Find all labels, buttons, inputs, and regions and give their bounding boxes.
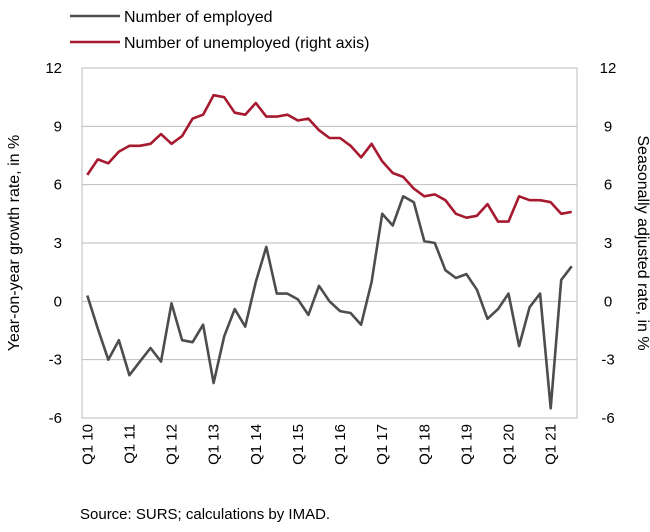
y-left-tick-label: 9: [54, 118, 62, 135]
legend: Number of employed Number of unemployed (…: [70, 9, 369, 52]
x-tick-label: Q1 14: [248, 424, 265, 465]
x-tick-label: Q1 18: [416, 424, 433, 465]
x-tick-label: Q1 17: [374, 424, 391, 465]
y-right-tick-label: -3: [601, 352, 614, 369]
y-left-tick-label: -3: [49, 352, 62, 369]
y-left-tick-label: 3: [54, 235, 62, 252]
gridlines: [81, 67, 578, 419]
x-axis-ticks: Q1 10 Q1 11 Q1 12 Q1 13 Q1 14 Q1 15 Q1 16 Q1 17…: [79, 424, 559, 465]
plot-frame: [81, 67, 578, 419]
series-layer: [86, 93, 573, 410]
x-tick-label: Q1 11: [121, 424, 138, 464]
x-tick-label: Q1 19: [458, 424, 475, 465]
y-right-tick-label: 6: [604, 177, 612, 194]
y-right-tick-label: 3: [604, 235, 612, 252]
series-line-unemployed: [86, 93, 572, 223]
y-right-tick-label: -6: [601, 410, 614, 427]
y-left-tick-label: 6: [54, 177, 62, 194]
y-left-tick-label: 0: [54, 293, 62, 310]
y-axis-right-title: Seasonally adjusted rate, in %: [634, 135, 650, 350]
x-tick-label: Q1 16: [332, 424, 349, 465]
y-axis-left-title: Year-on-year growth rate, in %: [6, 135, 23, 351]
y-right-tick-label: 0: [604, 293, 612, 310]
left-axis-ticks: 12 9 6 3 0 -3 -6: [45, 60, 62, 427]
legend-label: Number of employed: [124, 9, 273, 26]
source-note: Source: SURS; calculations by IMAD.: [80, 506, 331, 523]
right-axis-ticks: 12 9 6 3 0 -3 -6: [600, 60, 617, 427]
x-tick-label: Q1 12: [164, 424, 181, 465]
x-tick-label: Q1 15: [290, 424, 307, 465]
y-left-tick-label: 12: [45, 60, 62, 77]
legend-label: Number of unemployed (right axis): [124, 35, 369, 52]
x-tick-label: Q1 20: [501, 424, 518, 465]
y-left-tick-label: -6: [49, 410, 62, 427]
series-line-employed: [86, 195, 573, 410]
x-tick-label: Q1 10: [79, 424, 96, 465]
y-right-tick-label: 12: [600, 60, 617, 77]
x-tick-label: Q1 21: [543, 424, 560, 465]
x-tick-label: Q1 13: [206, 424, 223, 465]
y-right-tick-label: 9: [604, 118, 612, 135]
